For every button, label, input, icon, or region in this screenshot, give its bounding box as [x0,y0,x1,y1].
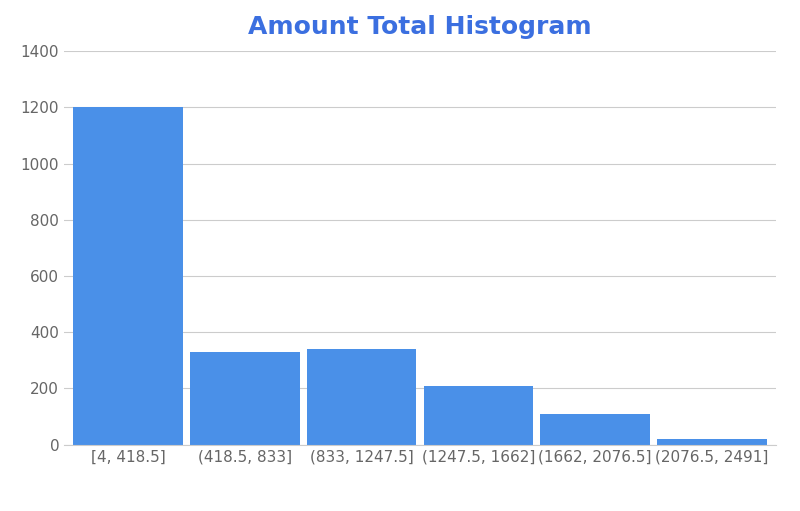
Bar [540,414,650,445]
Bar [190,352,300,445]
Bar [74,107,183,445]
Bar [657,439,766,445]
Bar [306,349,417,445]
Title: Amount Total Histogram: Amount Total Histogram [248,15,592,39]
Bar [423,385,534,445]
